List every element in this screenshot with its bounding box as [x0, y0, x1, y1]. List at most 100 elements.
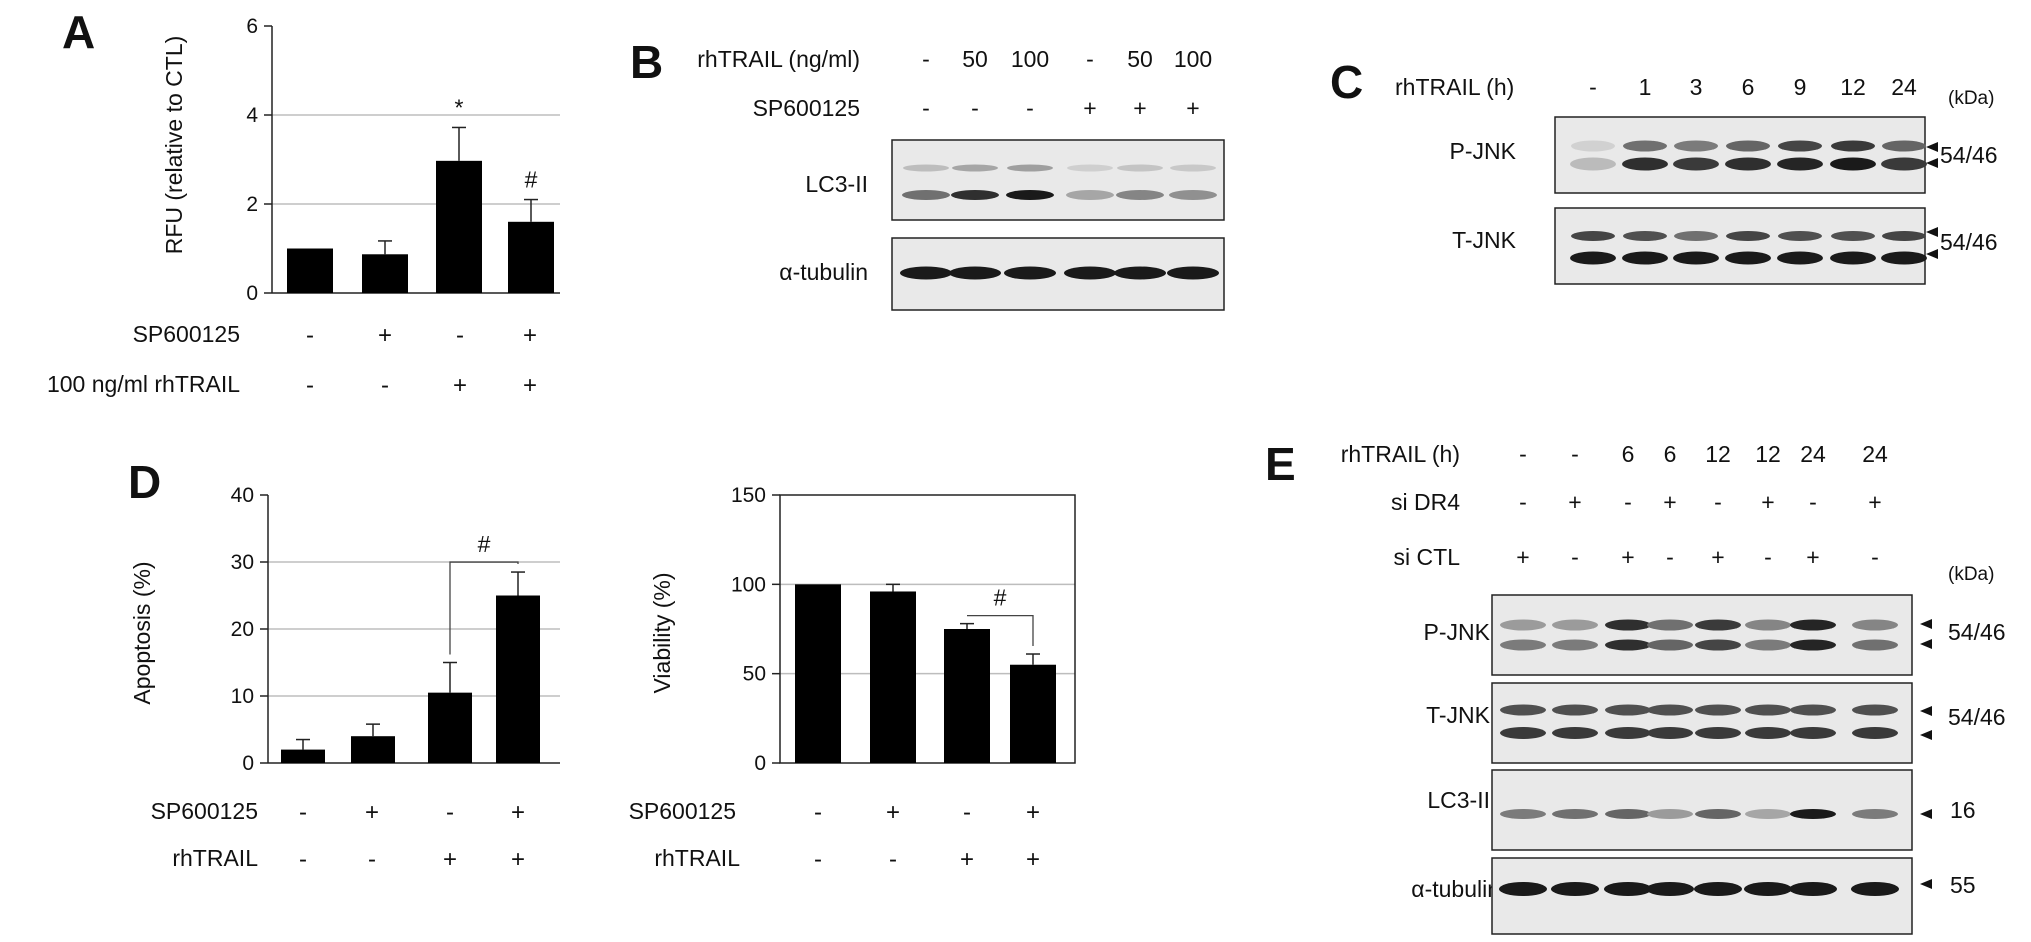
- y-tick-label: 0: [246, 282, 258, 305]
- blot-band: [1674, 140, 1718, 152]
- blot-band: [1694, 882, 1742, 896]
- blot-band: [1552, 809, 1598, 819]
- panel-e-marker-tubulin: 55: [1950, 872, 1976, 898]
- panel-e-condition-value: +: [1621, 544, 1634, 570]
- y-tick-label: 4: [246, 104, 258, 127]
- panel-b-letter: B: [630, 36, 663, 88]
- panel-e-blot-label-lc3: LC3-II: [1427, 787, 1490, 813]
- panel-b-row-sp600125: SP600125: [753, 95, 860, 121]
- panel-d-row-sp600125: SP600125: [629, 798, 736, 824]
- blot-band: [1646, 882, 1694, 896]
- panel-e-row-rhtrail: rhTRAIL (h): [1341, 441, 1460, 467]
- panel-a-sign: +: [378, 322, 392, 349]
- blot-band: [1004, 266, 1056, 280]
- y-tick-label: 30: [231, 551, 254, 574]
- blot-band: [1882, 231, 1926, 241]
- panel-e-condition-value: -: [1666, 544, 1674, 570]
- blot-band: [1831, 140, 1875, 152]
- blot-band: [1852, 639, 1898, 651]
- y-tick-label: 20: [231, 618, 254, 641]
- panel-c-letter: C: [1330, 56, 1363, 108]
- panel-b-blot-label-tubulin: α-tubulin: [779, 259, 868, 285]
- panel-e-condition-value: -: [1624, 489, 1632, 515]
- band-arrow-icon: [1920, 809, 1932, 819]
- panel-d-viability-ylabel: Viability (%): [649, 573, 675, 694]
- panel-c-time: 12: [1840, 74, 1866, 100]
- bar: [428, 692, 472, 763]
- significance-mark: #: [994, 585, 1007, 611]
- blot-band: [1116, 190, 1164, 200]
- significance-bracket: [449, 561, 519, 655]
- panel-b: B rhTRAIL (ng/ml) SP600125 - 50 100 - 50…: [630, 36, 1225, 311]
- panel-a-conditions: SP600125 100 ng/ml rhTRAIL - + - + - - +…: [47, 321, 537, 399]
- panel-e-condition-value: -: [1571, 544, 1579, 570]
- blot-band: [1500, 639, 1546, 651]
- panel-e-condition-value: -: [1714, 489, 1722, 515]
- significance-mark: #: [525, 167, 538, 193]
- band-arrow-icon: [1920, 639, 1932, 649]
- panel-e-row-sictl: si CTL: [1394, 544, 1461, 570]
- panel-a-sign: +: [523, 322, 537, 349]
- band-arrow-icon: [1926, 227, 1938, 237]
- panel-d-sign: +: [960, 846, 974, 873]
- panel-a-sign: -: [306, 372, 314, 399]
- panel-a-letter: A: [62, 6, 95, 58]
- blot-band: [1114, 266, 1166, 280]
- panel-e-blot-label-tubulin: α-tubulin: [1411, 876, 1500, 902]
- bar: [351, 736, 395, 763]
- blot-band: [1622, 251, 1668, 265]
- y-tick-label: 50: [743, 663, 766, 686]
- blot-band: [1695, 639, 1741, 651]
- significance-mark: #: [478, 531, 491, 557]
- band-arrow-icon: [1926, 158, 1938, 168]
- panel-e-condition-value: 6: [1664, 441, 1677, 467]
- panel-a-sign: +: [453, 372, 467, 399]
- blot-band: [1500, 704, 1546, 716]
- panel-a-sign: -: [306, 322, 314, 349]
- band-arrow-icon: [1926, 249, 1938, 259]
- panel-c-marker-pjnk: 54/46: [1940, 142, 1998, 168]
- bar: [1010, 664, 1056, 763]
- y-tick-label: 2: [246, 193, 258, 216]
- panel-e-condition-value: -: [1519, 441, 1527, 467]
- panel-b-sp-value: +: [1133, 95, 1146, 121]
- blot-band: [1882, 140, 1926, 152]
- blot-band: [1623, 140, 1667, 152]
- blot-band: [1852, 704, 1898, 716]
- panel-d-sign: +: [1026, 799, 1040, 826]
- blot-band: [1695, 619, 1741, 631]
- panel-e-condition-value: +: [1806, 544, 1819, 570]
- blot-band: [1647, 639, 1693, 651]
- blot-band: [1006, 190, 1054, 200]
- panel-e-condition-value: -: [1519, 489, 1527, 515]
- panel-d-sign: -: [889, 846, 897, 873]
- blot-band: [903, 164, 949, 172]
- panel-d-sign: -: [963, 799, 971, 826]
- blot-band: [1605, 809, 1651, 819]
- blot-band: [1552, 639, 1598, 651]
- blot-p-jnk: [1491, 594, 1913, 676]
- blot-band: [1745, 727, 1791, 739]
- blot-band: [1007, 164, 1053, 172]
- blot-band: [1170, 164, 1216, 172]
- blot-band: [1726, 140, 1770, 152]
- blot-band: [1169, 190, 1217, 200]
- y-tick-label: 10: [231, 685, 254, 708]
- blot-band: [1673, 251, 1719, 265]
- bar: [944, 629, 990, 763]
- blot-band: [900, 266, 952, 280]
- panel-c: C rhTRAIL (h) - 1 3 6 9 12 24 (kDa) P-JN…: [1330, 56, 1998, 285]
- significance-mark: *: [455, 94, 464, 120]
- panel-e-condition-value: 24: [1800, 441, 1826, 467]
- significance-bracket: [967, 614, 1034, 647]
- blot-band: [1744, 882, 1792, 896]
- blot-band: [1604, 882, 1652, 896]
- blot-t-jnk: [1491, 682, 1913, 764]
- panel-d-apoptosis-chart: 0 10 20 30 40 #: [231, 484, 560, 775]
- blot-band: [1831, 231, 1875, 241]
- y-tick-label: 6: [246, 15, 258, 38]
- blot-band: [1745, 639, 1791, 651]
- blot-band: [1623, 231, 1667, 241]
- blot-band: [1790, 809, 1836, 819]
- blot-band: [1852, 619, 1898, 631]
